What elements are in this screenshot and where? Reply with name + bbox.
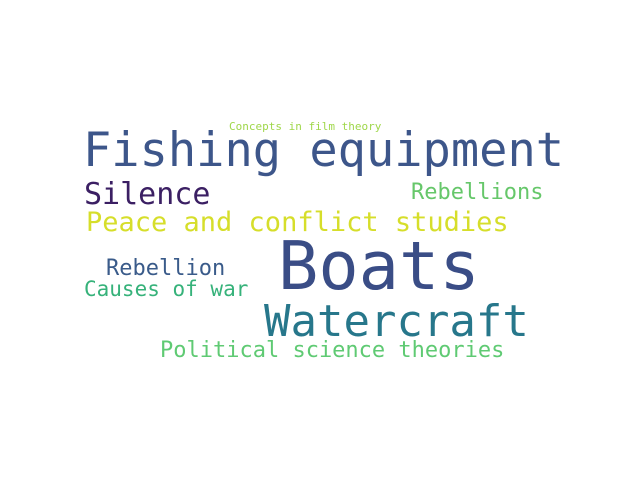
word-fishing-equipment: Fishing equipment: [83, 123, 565, 178]
word-peace-and-conflict-studies: Peace and conflict studies: [86, 207, 509, 238]
word-concepts-in-film-theory: Concepts in film theory: [229, 120, 382, 133]
word-causes-of-war: Causes of war: [84, 277, 249, 301]
word-silence: Silence: [84, 177, 211, 212]
word-boats: Boats: [278, 227, 480, 305]
word-watercraft: Watercraft: [264, 296, 529, 347]
word-political-science-theories: Political science theories: [160, 338, 505, 363]
word-rebellions: Rebellions: [411, 180, 544, 205]
word-rebellion: Rebellion: [106, 256, 226, 281]
